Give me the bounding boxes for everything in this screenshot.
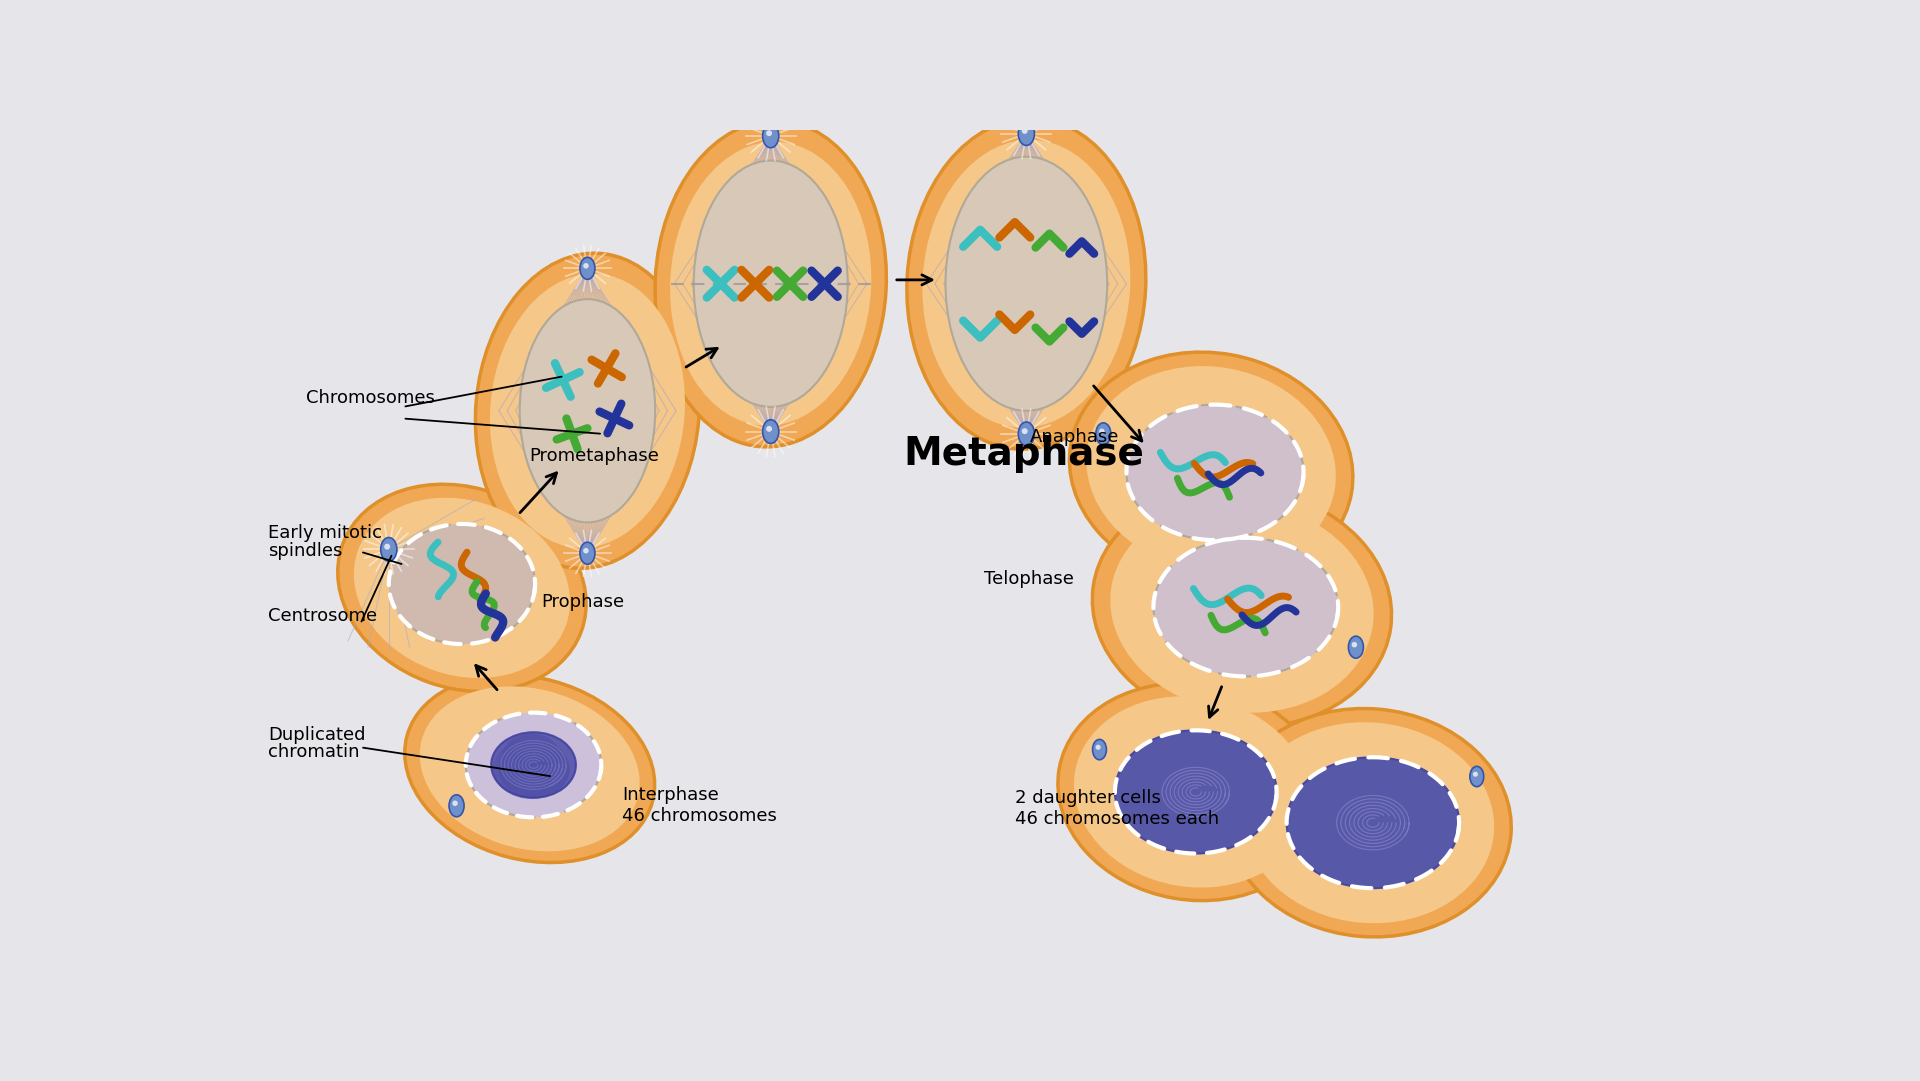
Ellipse shape [766, 426, 772, 431]
Ellipse shape [449, 795, 465, 817]
Ellipse shape [493, 739, 570, 799]
Ellipse shape [762, 124, 780, 148]
Ellipse shape [384, 544, 390, 549]
Text: Telophase: Telophase [983, 570, 1073, 588]
Ellipse shape [476, 253, 699, 569]
Ellipse shape [1110, 502, 1373, 712]
Ellipse shape [584, 548, 589, 553]
Text: Chromosomes: Chromosomes [307, 389, 436, 408]
Ellipse shape [1473, 772, 1478, 777]
Ellipse shape [453, 801, 457, 806]
Ellipse shape [1058, 683, 1327, 900]
Ellipse shape [1352, 642, 1357, 648]
Text: 46 chromosomes: 46 chromosomes [622, 808, 778, 825]
Ellipse shape [1092, 739, 1106, 760]
Text: Anaphase: Anaphase [1031, 428, 1119, 445]
Text: Prometaphase: Prometaphase [530, 446, 660, 465]
Ellipse shape [1096, 423, 1112, 445]
Ellipse shape [584, 263, 589, 268]
Ellipse shape [580, 543, 595, 564]
Ellipse shape [655, 121, 887, 446]
Text: Early mitotic: Early mitotic [269, 524, 382, 542]
Ellipse shape [1127, 404, 1304, 540]
Ellipse shape [380, 537, 397, 561]
Ellipse shape [1096, 745, 1100, 750]
Ellipse shape [906, 118, 1146, 450]
Text: Metaphase: Metaphase [902, 435, 1144, 472]
Text: spindles: spindles [269, 542, 342, 560]
Ellipse shape [1348, 636, 1363, 658]
Ellipse shape [338, 484, 586, 692]
Text: Centrosome: Centrosome [269, 606, 376, 625]
Text: 46 chromosomes each: 46 chromosomes each [1016, 811, 1219, 828]
Ellipse shape [670, 142, 872, 426]
Ellipse shape [762, 419, 780, 443]
Ellipse shape [1021, 428, 1027, 435]
Ellipse shape [1092, 488, 1392, 728]
Ellipse shape [1154, 538, 1338, 677]
Ellipse shape [503, 734, 561, 779]
Ellipse shape [580, 257, 595, 279]
Ellipse shape [766, 130, 772, 136]
Ellipse shape [420, 686, 639, 852]
Ellipse shape [1018, 422, 1035, 445]
Ellipse shape [490, 273, 685, 548]
Text: Duplicated: Duplicated [269, 725, 365, 744]
Ellipse shape [1098, 428, 1104, 435]
Text: Interphase: Interphase [622, 786, 718, 803]
Ellipse shape [353, 497, 570, 678]
Ellipse shape [1227, 708, 1511, 937]
Ellipse shape [405, 676, 655, 863]
Ellipse shape [388, 524, 536, 644]
Ellipse shape [945, 157, 1108, 411]
Ellipse shape [1021, 128, 1027, 134]
Text: chromatin: chromatin [269, 744, 359, 761]
Text: 2 daughter cells: 2 daughter cells [1016, 789, 1162, 808]
Ellipse shape [1018, 122, 1035, 146]
Text: Prophase: Prophase [541, 593, 624, 611]
Ellipse shape [499, 743, 570, 798]
Ellipse shape [1116, 731, 1277, 854]
Ellipse shape [467, 712, 601, 817]
Ellipse shape [1286, 758, 1459, 889]
Ellipse shape [1087, 366, 1336, 571]
Ellipse shape [1073, 696, 1309, 888]
Ellipse shape [492, 732, 576, 798]
Ellipse shape [1471, 766, 1484, 787]
Ellipse shape [1244, 722, 1494, 923]
Ellipse shape [1069, 352, 1354, 585]
Ellipse shape [922, 139, 1131, 428]
Ellipse shape [693, 160, 849, 406]
Ellipse shape [520, 299, 655, 522]
Ellipse shape [499, 746, 564, 797]
